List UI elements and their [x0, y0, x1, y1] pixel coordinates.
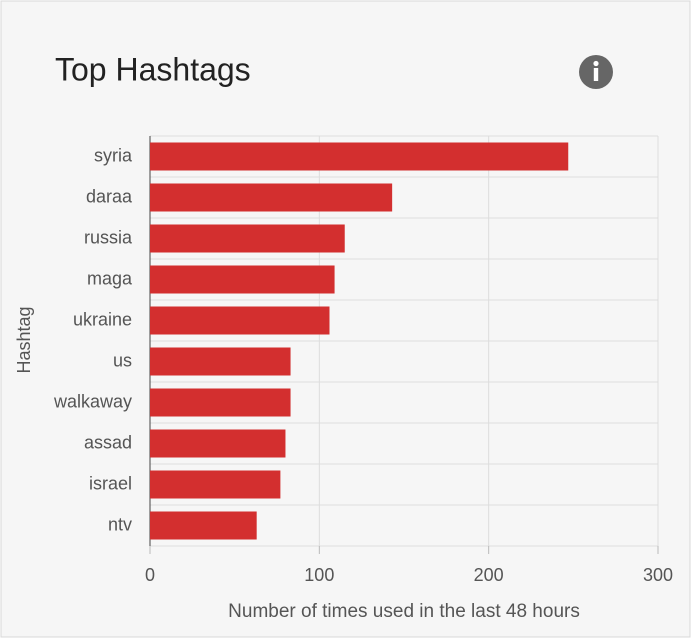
- bar: [150, 511, 257, 540]
- bar: [150, 224, 345, 253]
- y-tick-label: assad: [84, 432, 132, 452]
- bar: [150, 183, 393, 212]
- y-tick-label: walkaway: [53, 391, 132, 411]
- bar: [150, 142, 569, 171]
- bar: [150, 306, 330, 335]
- info-icon[interactable]: [579, 55, 613, 89]
- x-tick-label: 0: [145, 565, 155, 585]
- x-tick-label: 100: [304, 565, 334, 585]
- y-tick-label: ukraine: [73, 309, 132, 329]
- bar: [150, 429, 286, 458]
- y-tick-label: israel: [89, 473, 132, 493]
- bar: [150, 347, 291, 376]
- y-tick-label: daraa: [86, 186, 133, 206]
- y-tick-label: syria: [94, 145, 133, 165]
- bar: [150, 388, 291, 417]
- bar: [150, 265, 335, 294]
- y-tick-label: maga: [87, 268, 133, 288]
- y-tick-label: russia: [84, 227, 133, 247]
- bar: [150, 470, 281, 499]
- x-tick-label: 200: [474, 565, 504, 585]
- chart-title: Top Hashtags: [55, 51, 251, 87]
- y-axis-label: Hashtag: [14, 306, 34, 373]
- y-tick-label: ntv: [108, 514, 132, 534]
- y-tick-label: us: [113, 350, 132, 370]
- x-tick-label: 300: [643, 565, 673, 585]
- x-axis-label: Number of times used in the last 48 hour…: [228, 601, 580, 622]
